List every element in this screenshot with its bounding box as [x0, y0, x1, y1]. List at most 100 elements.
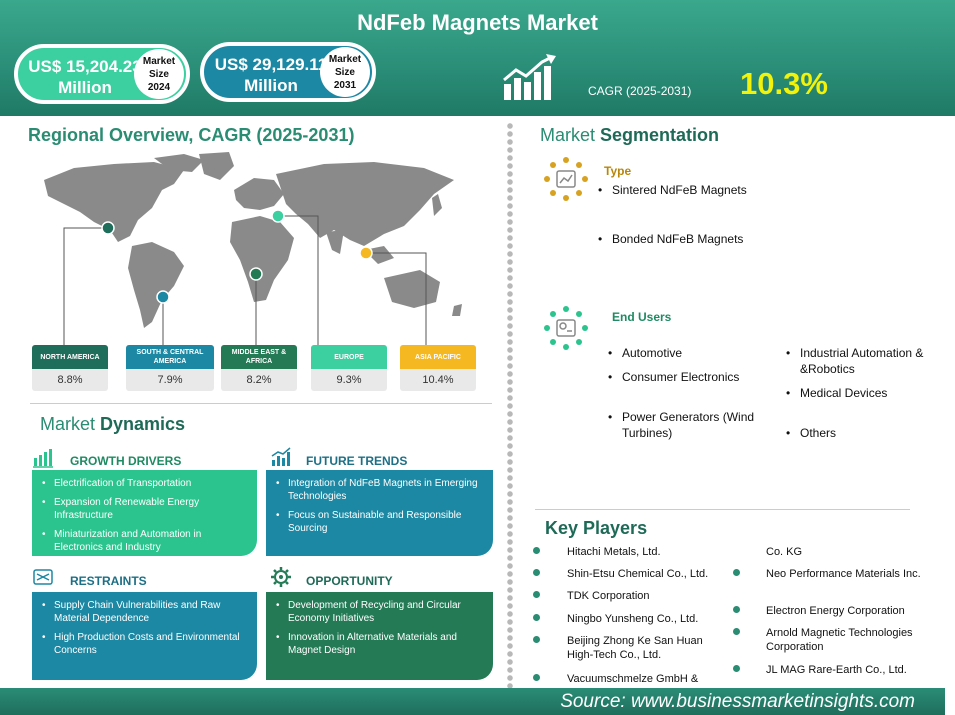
title-part: Market: [540, 125, 601, 145]
end-user-item: Consumer Electronics: [608, 369, 739, 385]
region-cagr: 8.2%: [246, 374, 272, 386]
market-segmentation-title: Market Segmentation: [540, 125, 719, 146]
list-item: Integration of NdFeB Magnets in Emerging…: [274, 477, 485, 503]
region-name: NORTH AMERICA: [32, 345, 108, 369]
bullet-dot: [533, 674, 540, 681]
bullet-dot: [533, 569, 540, 576]
market-dynamics-title: Market Dynamics: [40, 414, 185, 435]
column-divider: [507, 122, 513, 697]
market-size-2031-value: US$ 29,129.11 Million: [214, 55, 328, 95]
regional-overview-title: Regional Overview, CAGR (2025-2031): [28, 125, 355, 145]
growth-chart-icon: [503, 54, 556, 100]
region-card-middle-east-africa: MIDDLE EAST & AFRICA 8.2%: [221, 345, 297, 391]
list-item: Supply Chain Vulnerabilities and Raw Mat…: [40, 599, 249, 625]
list-item: Development of Recycling and Circular Ec…: [274, 599, 485, 625]
title-part: Dynamics: [100, 414, 186, 434]
world-map: [44, 152, 462, 328]
region-card-north-america: NORTH AMERICA 8.8%: [32, 345, 108, 391]
future-trends-box: Integration of NdFeB Magnets in Emerging…: [266, 470, 493, 556]
end-users-icon: [544, 306, 588, 350]
region-cagr: 8.8%: [57, 374, 83, 386]
key-players-title: Key Players: [545, 518, 648, 538]
key-player-item: Vacuumschmelze GmbH &: [567, 673, 699, 685]
bullet-dot: [733, 569, 740, 576]
page-title: NdFeb Magnets Market: [357, 10, 598, 35]
bar-chart-icon: [33, 449, 53, 468]
key-player-item: Ningbo Yunsheng Co., Ltd.: [567, 613, 699, 625]
end-user-item: Power Generators (Wind Turbines): [608, 409, 770, 441]
key-player-item: Arnold Magnetic Technologies Corporation: [766, 627, 913, 653]
bullet-dot: [533, 547, 540, 554]
growth-drivers-label: GROWTH DRIVERS: [70, 454, 182, 468]
list-item: Miniaturization and Automation in Electr…: [40, 528, 249, 554]
market-size-2024-value: US$ 15,204.23 Million: [28, 57, 142, 97]
region-card-europe: EUROPE 9.3%: [311, 345, 387, 391]
region-name: ASIA PACIFIC: [400, 345, 476, 369]
section-divider: [30, 403, 492, 404]
end-users-label: End Users: [612, 310, 672, 324]
key-player-item: Co. KG: [766, 546, 803, 558]
end-user-item: Medical Devices: [786, 385, 887, 401]
key-player-item: Shin-Etsu Chemical Co., Ltd.: [567, 568, 709, 580]
region-name: MIDDLE EAST & AFRICA: [221, 345, 297, 369]
footer-bar: Source: www.businessmarketinsights.com: [0, 688, 945, 715]
key-player-item: Beijing Zhong Ke San Huan High-Tech Co.,…: [567, 635, 703, 661]
region-cagr: 10.4%: [422, 374, 454, 386]
market-size-2031-badge: Market Size 2031: [320, 47, 370, 97]
list-item: Innovation in Alternative Materials and …: [274, 631, 485, 657]
badge-label: Size: [148, 69, 169, 80]
cagr-label: CAGR (2025-2031): [588, 84, 692, 98]
opportunity-label: OPPORTUNITY: [306, 574, 393, 588]
list-item: High Production Costs and Environmental …: [40, 631, 249, 657]
section-divider: [535, 509, 910, 510]
restraints-box: Supply Chain Vulnerabilities and Raw Mat…: [32, 592, 257, 680]
restraints-label: RESTRAINTS: [70, 574, 147, 588]
type-item: Bonded NdFeB Magnets: [598, 231, 743, 247]
bullet-dot: [733, 606, 740, 613]
market-size-2031-pill: US$ 29,129.11 Million Market Size 2031: [200, 42, 376, 102]
bullet-dot: [733, 628, 740, 635]
end-user-item: Automotive: [608, 345, 682, 361]
key-player-item: TDK Corporation: [567, 590, 650, 602]
future-trends-label: FUTURE TRENDS: [306, 454, 408, 468]
key-player-item: Electron Energy Corporation: [766, 605, 905, 617]
cagr-value: 10.3%: [740, 66, 828, 101]
bullet-dot: [533, 614, 540, 621]
growth-drivers-box: Electrification of Transportation Expans…: [32, 470, 257, 556]
list-item: Expansion of Renewable Energy Infrastruc…: [40, 496, 249, 522]
gear-icon: [271, 567, 291, 587]
bullet-dot: [533, 636, 540, 643]
key-player-item: Hitachi Metals, Ltd.: [567, 546, 661, 558]
region-name: EUROPE: [311, 345, 387, 369]
bullet-dot: [533, 591, 540, 598]
list-item: Electrification of Transportation: [40, 477, 249, 490]
end-user-item: Others: [786, 425, 836, 441]
bullet-dot: [733, 665, 740, 672]
badge-year: 2031: [333, 80, 357, 91]
restraint-icon: [33, 569, 53, 585]
opportunity-box: Development of Recycling and Circular Ec…: [266, 592, 493, 680]
trend-chart-icon: [271, 447, 291, 466]
type-label: Type: [604, 164, 632, 178]
title-part: Segmentation: [600, 125, 720, 145]
market-size-2024-badge: Market Size 2024: [134, 49, 184, 99]
end-user-item: Industrial Automation & &Robotics: [786, 345, 940, 377]
region-card-asia-pacific: ASIA PACIFIC 10.4%: [400, 345, 476, 391]
badge-label: Size: [334, 67, 355, 78]
key-player-item: JL MAG Rare-Earth Co., Ltd.: [766, 664, 907, 676]
header-banner: NdFeb Magnets Market US$ 15,204.23 Milli…: [0, 0, 955, 116]
badge-label: Market: [142, 56, 176, 67]
title-part: Market: [40, 414, 101, 434]
type-item: Sintered NdFeB Magnets: [598, 182, 747, 198]
source-text: Source: www.businessmarketinsights.com: [560, 691, 915, 712]
badge-year: 2024: [147, 82, 171, 93]
badge-label: Market: [328, 54, 362, 65]
key-player-item: Neo Performance Materials Inc.: [766, 568, 921, 580]
region-cagr: 7.9%: [157, 374, 183, 386]
list-item: Focus on Sustainable and Responsible Sou…: [274, 509, 485, 535]
region-card-south-central-america: SOUTH & CENTRAL AMERICA 7.9%: [126, 345, 214, 391]
region-name: SOUTH & CENTRAL AMERICA: [126, 345, 214, 369]
region-cagr: 9.3%: [336, 374, 362, 386]
type-icon: [544, 157, 588, 201]
market-size-2024-pill: US$ 15,204.23 Million Market Size 2024: [14, 44, 190, 104]
